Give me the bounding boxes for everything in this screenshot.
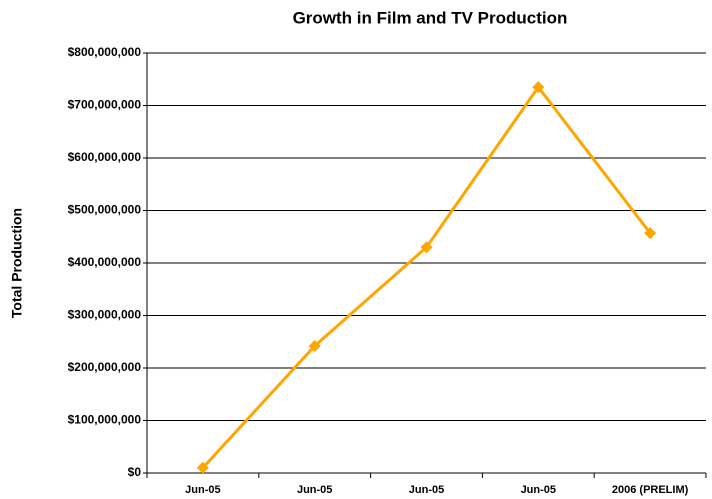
x-tick-label: 2006 (PRELIM) [612,484,689,496]
y-tick-label: $300,000,000 [68,308,142,322]
y-tick-label: $0 [128,465,142,479]
chart-title: Growth in Film and TV Production [293,8,568,27]
x-tick-label: Jun-05 [297,484,332,496]
line [201,84,652,469]
marker [420,241,433,254]
y-tick-label: $800,000,000 [68,45,142,59]
y-tick-label: $400,000,000 [68,255,142,269]
marker [644,227,657,240]
x-tick-label: Jun-05 [409,484,444,496]
marker [308,339,321,352]
y-tick-label: $700,000,000 [68,98,142,112]
y-tick-label: $100,000,000 [68,413,142,427]
y-tick-label: $200,000,000 [68,360,142,374]
y-tick-label: $600,000,000 [68,150,142,164]
x-tick-label: Jun-05 [185,484,220,496]
y-tick-label: $500,000,000 [68,203,142,217]
marker [196,461,209,474]
x-tick-label: Jun-05 [521,484,556,496]
y-axis-label: Total Production [9,208,25,318]
marker [532,81,545,94]
